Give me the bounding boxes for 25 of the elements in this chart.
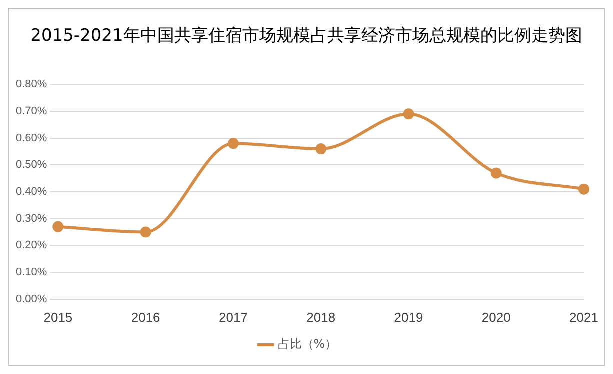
point [578,184,590,195]
x-tick-label: 2015 [44,310,73,325]
y-tick-label: 0.30% [16,212,48,225]
y-tick-label: 0.40% [16,186,48,198]
point [403,108,414,120]
chart-title: 2015-2021年中国共享住宿市场规模占共享经济市场总规模的比例走势图 [30,25,584,48]
point [228,138,239,150]
y-tick-label: 0.80% [16,78,48,91]
x-tick-label: 2021 [570,310,598,325]
x-tick-label: 2017 [219,310,248,325]
point [140,226,152,238]
y-tick-label: 0.60% [16,132,48,144]
y-tick-label: 0.10% [16,266,48,279]
y-tick-label: 0.50% [16,159,48,172]
x-tick-label: 2019 [394,310,424,325]
y-tick-label: 0.00% [16,293,48,306]
point [490,168,502,179]
legend-label: 占比（%） [278,337,338,352]
y-tick-label: 0.20% [16,240,48,252]
point [52,221,64,232]
point [316,144,327,155]
x-tick-label: 2020 [482,310,511,325]
x-tick-label: 2018 [306,310,336,325]
y-tick-label: 0.70% [16,105,48,118]
x-tick-label: 2016 [131,310,160,325]
